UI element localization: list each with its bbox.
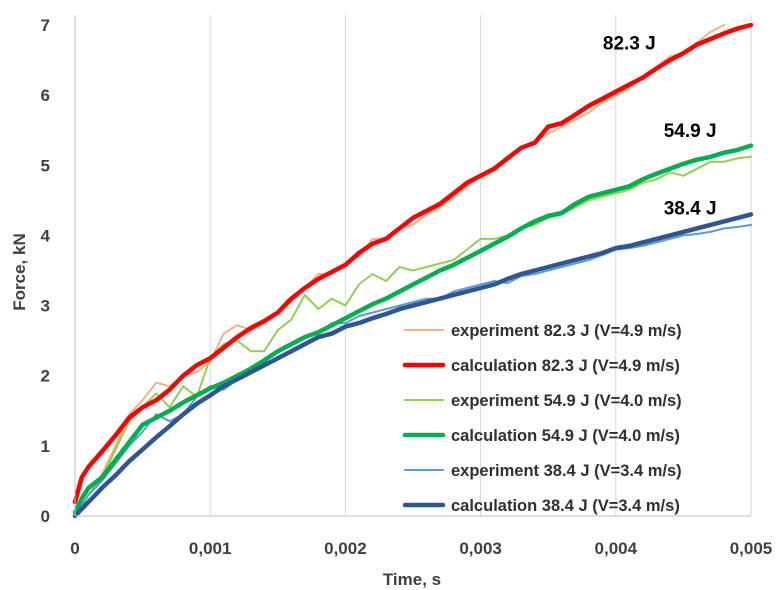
- y-tick-label: 6: [41, 86, 50, 105]
- y-tick-label: 5: [41, 156, 50, 175]
- series-line-2: [72, 23, 754, 505]
- series-line-3: [74, 155, 752, 517]
- legend-label: experiment 54.9 J (V=4.0 m/s): [451, 392, 682, 410]
- x-tick-label: 0,005: [730, 539, 773, 558]
- legend-label: calculation 38.4 J (V=3.4 m/s): [451, 497, 680, 515]
- series-lines: [72, 23, 754, 519]
- legend-label: calculation 82.3 J (V=4.9 m/s): [451, 357, 680, 375]
- legend-label: calculation 54.9 J (V=4.0 m/s): [451, 427, 680, 445]
- x-tick-label: 0,001: [189, 539, 232, 558]
- legend-label: experiment 38.4 J (V=3.4 m/s): [451, 462, 682, 480]
- y-tick-label: 2: [41, 367, 50, 386]
- x-axis-title: Time, s: [383, 570, 441, 589]
- series-annotation: 38.4 J: [664, 198, 717, 219]
- legend: experiment 82.3 J (V=4.9 m/s) calculation…: [402, 322, 682, 515]
- annotations: 82.3 J 54.9 J 38.4 J: [603, 34, 717, 220]
- series-annotation: 82.3 J: [603, 34, 656, 55]
- y-tick-label: 0: [41, 507, 50, 526]
- series-line-6: [72, 212, 754, 519]
- y-tick-label: 3: [41, 297, 50, 316]
- series-annotation: 54.9 J: [664, 121, 717, 142]
- axes: 0 1 2 3 4 5 6 7 0 0,001 0,002 0,003 0,004 0,005: [41, 15, 773, 558]
- x-tick-label: 0,002: [324, 539, 367, 558]
- y-tick-label: 1: [41, 437, 50, 456]
- x-tick-label: 0,004: [595, 539, 638, 558]
- y-tick-label: 7: [41, 16, 50, 35]
- series-line-4: [72, 143, 754, 515]
- y-tick-label: 4: [41, 226, 51, 245]
- legend-label: experiment 82.3 J (V=4.9 m/s): [451, 322, 682, 340]
- x-tick-label: 0: [70, 539, 79, 558]
- x-tick-label: 0,003: [459, 539, 502, 558]
- y-axis-title: Force, kN: [10, 233, 29, 310]
